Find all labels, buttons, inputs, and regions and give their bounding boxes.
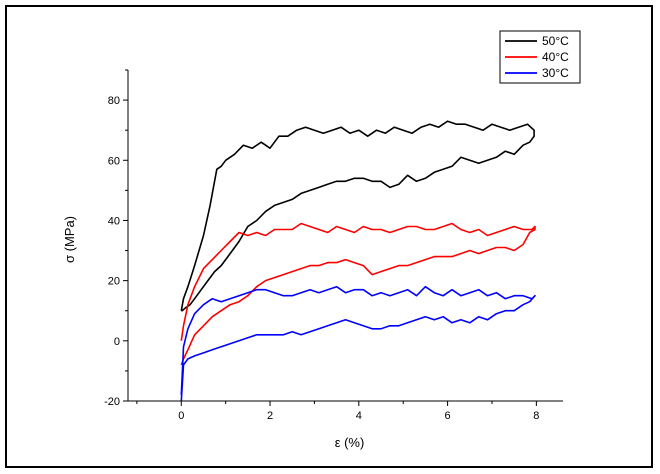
y-tick-label: 60 xyxy=(108,155,120,167)
axes-layer: 0 2 4 6 8 -20 0 20 40 60 80 xyxy=(104,69,563,422)
x-tick-label: 2 xyxy=(267,410,273,422)
legend-label: 50°C xyxy=(542,34,569,48)
legend: 50°C 40°C 30°C xyxy=(499,30,581,84)
legend-label: 40°C xyxy=(542,50,569,64)
y-axis-title: σ (MPa) xyxy=(62,216,77,263)
legend-label: 30°C xyxy=(542,66,569,80)
y-tick-label: 80 xyxy=(108,95,120,107)
x-tick-label: 4 xyxy=(356,410,362,422)
x-tick-label: 6 xyxy=(445,410,451,422)
series-line-50C xyxy=(180,120,535,312)
series-line-30C xyxy=(180,285,536,402)
series-line-40C xyxy=(180,222,536,366)
x-tick-label: 0 xyxy=(178,410,184,422)
x-axis-title: ε (%) xyxy=(335,435,365,450)
x-tick-label: 8 xyxy=(533,410,539,422)
y-tick-label: 40 xyxy=(108,215,120,227)
y-tick-label: -20 xyxy=(104,396,120,408)
series-layer xyxy=(180,120,536,402)
y-tick-label: 0 xyxy=(114,336,120,348)
y-tick-label: 20 xyxy=(108,276,120,288)
